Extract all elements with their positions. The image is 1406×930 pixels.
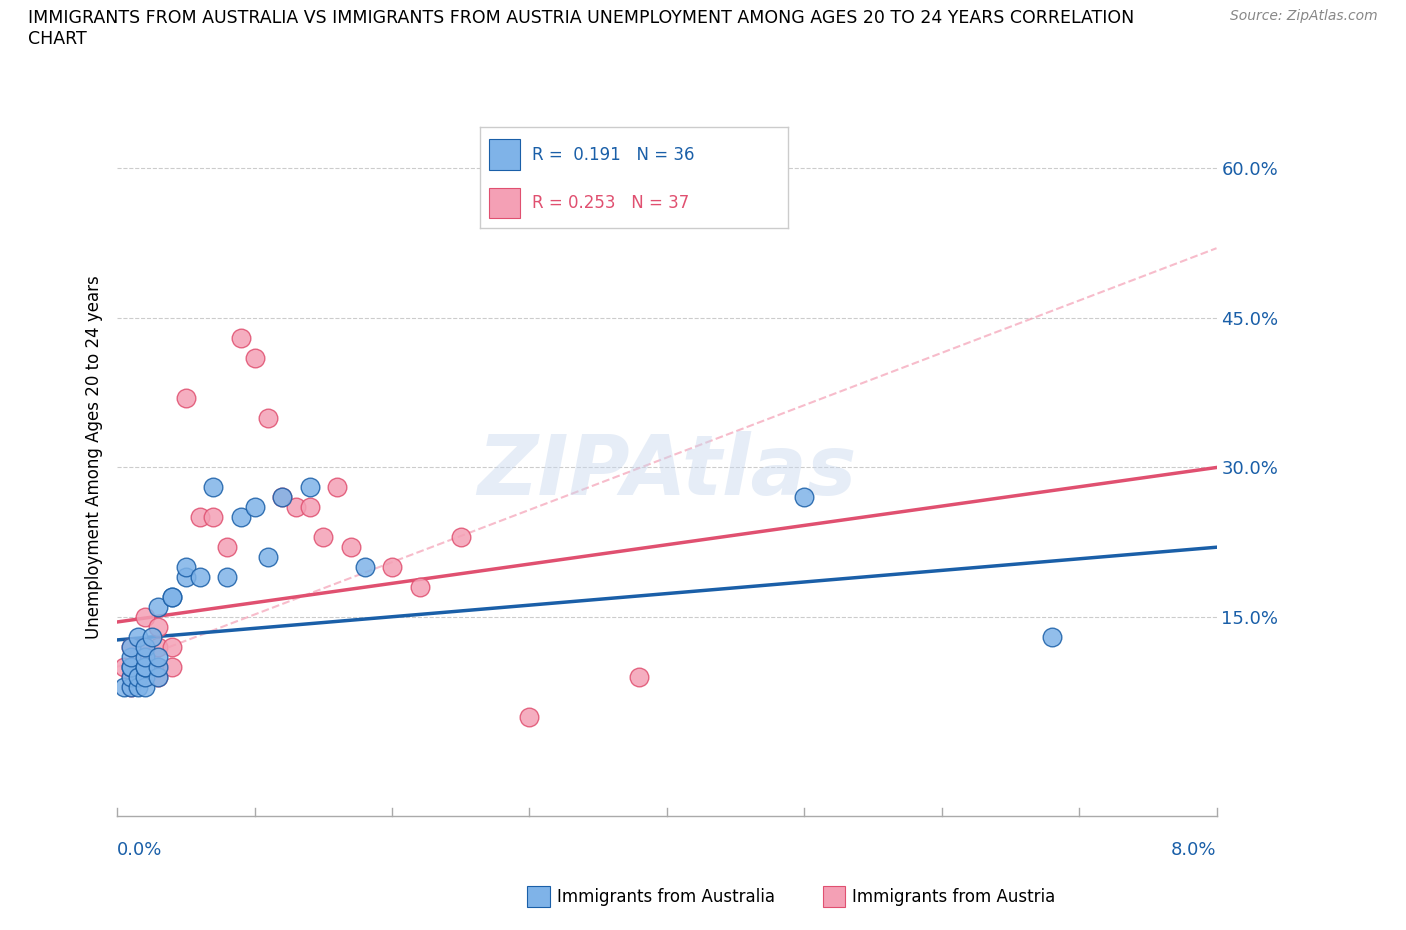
Point (160, 659, 183, 674)
Point (120, 640, 142, 655)
Y-axis label: Unemployment Among Ages 20 to 24 years: Unemployment Among Ages 20 to 24 years (86, 275, 103, 640)
Point (120, 649, 142, 664)
Point (127, 670, 149, 684)
Point (112, 679, 135, 694)
Point (243, 500, 266, 515)
Point (243, 351, 266, 365)
Point (134, 649, 156, 664)
Point (120, 659, 142, 674)
Text: Immigrants from Australia: Immigrants from Australia (557, 887, 775, 906)
Point (127, 649, 149, 664)
Point (326, 480, 349, 495)
Point (160, 590, 183, 604)
Point (298, 500, 321, 515)
Point (134, 640, 156, 655)
Point (340, 539, 363, 554)
Point (141, 630, 163, 644)
Point (134, 679, 156, 694)
Text: Immigrants from Austria: Immigrants from Austria (852, 887, 1056, 906)
Point (120, 679, 142, 694)
Point (229, 510, 252, 525)
Point (271, 490, 294, 505)
Point (134, 640, 156, 655)
Point (134, 659, 156, 674)
Point (202, 510, 225, 525)
Point (188, 510, 211, 525)
Point (765, 191, 787, 206)
Point (148, 600, 170, 615)
Point (174, 391, 197, 405)
Point (160, 640, 183, 655)
Point (120, 670, 142, 684)
Point (148, 619, 170, 634)
Point (160, 590, 183, 604)
Point (134, 670, 156, 684)
Point (120, 679, 142, 694)
Point (127, 630, 149, 644)
Point (148, 670, 170, 684)
Text: 0.0%: 0.0% (117, 842, 163, 859)
Text: 8.0%: 8.0% (1171, 842, 1216, 859)
Point (134, 609, 156, 624)
Point (120, 670, 142, 684)
Point (793, 490, 815, 505)
Point (134, 670, 156, 684)
Point (134, 659, 156, 674)
Point (229, 330, 252, 345)
Point (202, 480, 225, 495)
Point (148, 670, 170, 684)
Point (271, 490, 294, 505)
Point (148, 659, 170, 674)
Point (141, 659, 163, 674)
Point (1040, 630, 1063, 644)
Point (353, 560, 375, 575)
Point (174, 560, 197, 575)
Point (408, 579, 430, 594)
Point (519, 710, 541, 724)
Point (127, 670, 149, 684)
Point (120, 640, 142, 655)
Point (120, 659, 142, 674)
Point (298, 480, 321, 495)
Point (284, 500, 307, 515)
Point (450, 530, 472, 545)
Point (174, 570, 197, 585)
Point (312, 530, 335, 545)
Text: ZIPAtlas: ZIPAtlas (477, 432, 856, 512)
Point (112, 659, 135, 674)
Point (148, 649, 170, 664)
Point (134, 659, 156, 674)
Point (217, 570, 239, 585)
Point (148, 640, 170, 655)
Text: Source: ZipAtlas.com: Source: ZipAtlas.com (1230, 9, 1378, 23)
Point (257, 410, 280, 425)
Text: IMMIGRANTS FROM AUSTRALIA VS IMMIGRANTS FROM AUSTRIA UNEMPLOYMENT AMONG AGES 20 : IMMIGRANTS FROM AUSTRALIA VS IMMIGRANTS … (28, 9, 1135, 48)
Point (127, 679, 149, 694)
Point (381, 560, 404, 575)
Point (628, 670, 651, 684)
Point (188, 570, 211, 585)
Point (148, 659, 170, 674)
Point (217, 539, 239, 554)
Point (134, 649, 156, 664)
Point (257, 550, 280, 565)
